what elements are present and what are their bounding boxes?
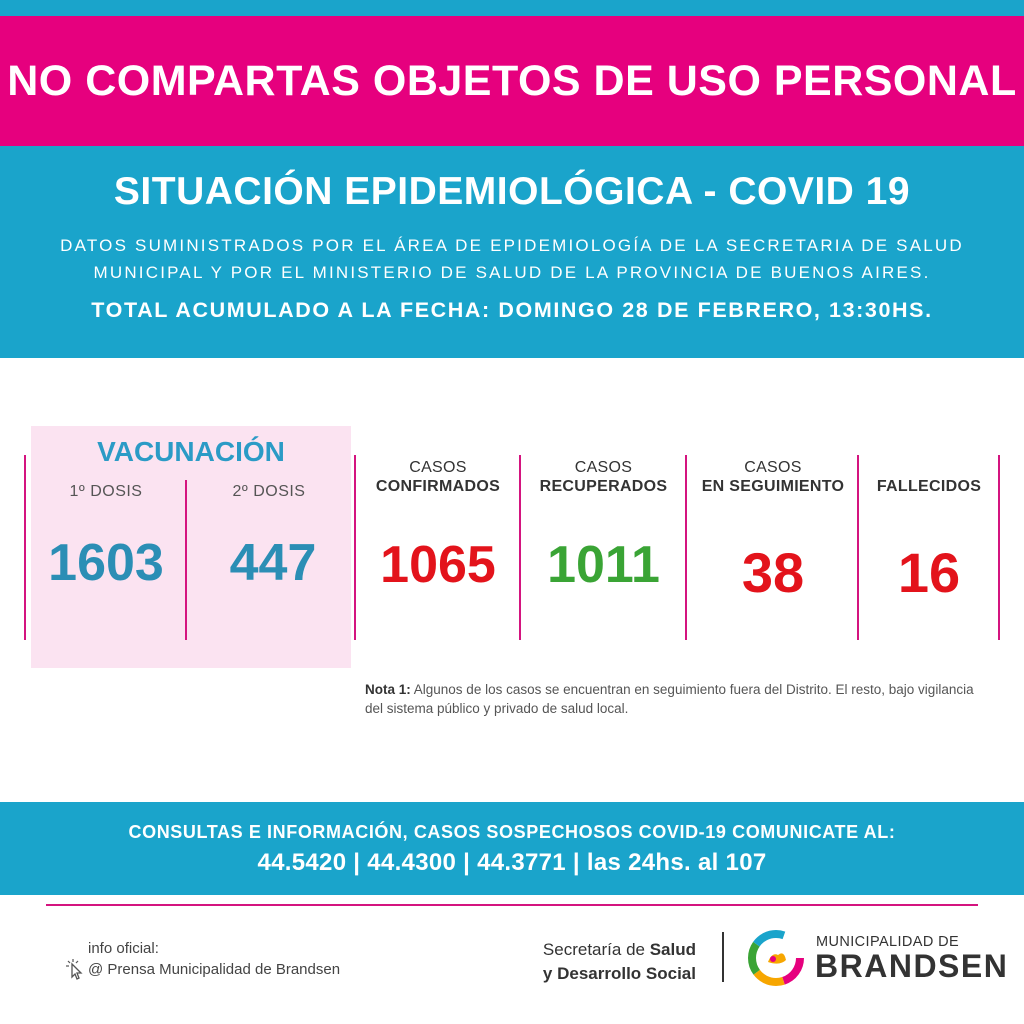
info-handle: @ Prensa Municipalidad de Brandsen [88,961,341,978]
secretaria-label: Secretaría de Salud y Desarrollo Social [522,938,696,986]
recovered-value: 1011 [547,536,660,594]
headline-banner: NO COMPARTAS OBJETOS DE USO PERSONAL [0,16,1024,146]
deaths-label-bottom: FALLECIDOS [876,478,982,495]
note-label: Nota 1: [365,682,411,697]
footer-vertical-divider [722,932,724,982]
date-line: TOTAL ACUMULADO A LA FECHA: DOMINGO 28 D… [91,298,933,322]
separator [519,455,521,640]
footer-divider-line [46,904,978,906]
pointer-cursor-icon [66,959,83,980]
monitoring-label-bottom: EN SEGUIMIENTO [701,478,845,495]
note: Nota 1: Algunos de los casos se encuentr… [365,680,995,718]
headline: NO COMPARTAS OBJETOS DE USO PERSONAL [7,56,1017,105]
separator [354,455,356,640]
deaths-label: FALLECIDOS [860,477,998,496]
source-text: DATOS SUMINISTRADOS POR EL ÁREA DE EPIDE… [60,236,964,282]
monitoring-label: CASOS EN SEGUIMIENTO [688,458,858,496]
contact-line: CONSULTAS E INFORMACIÓN, CASOS SOSPECHOS… [128,822,896,842]
dose1-label: 1º DOSIS [69,483,143,500]
note-text: Algunos de los casos se encuentran en se… [365,682,974,716]
secretaria-line1-a: Secretaría de [542,940,650,959]
confirmed-label-top: CASOS [409,459,467,476]
deaths-value: 16 [897,541,961,604]
separator [998,455,1000,640]
vaccination-panel [31,426,351,668]
monitoring-label-top: CASOS [744,459,802,476]
confirmed-label-bottom: CONFIRMADOS [375,478,501,495]
secretaria-line2: y Desarrollo Social [542,964,696,983]
municipality-label-big: BRANDSEN [815,948,1009,984]
monitoring-value: 38 [741,541,805,604]
vaccination-title: VACUNACIÓN [97,436,285,467]
dose2-label: 2º DOSIS [232,483,306,500]
municipality-label-small: MUNICIPALIDAD DE [816,934,960,950]
top-strip [0,0,1024,16]
phone-numbers: 44.5420 | 44.4300 | 44.3771 | las 24hs. … [257,849,767,876]
separator [685,455,687,640]
title-banner: SITUACIÓN EPIDEMIOLÓGICA - COVID 19 DATO… [0,146,1024,358]
secretaria-line1-b: Salud [649,940,696,959]
info-label: info oficial: [88,940,159,957]
dose2-value: 447 [229,534,317,592]
recovered-label-bottom: RECUPERADOS [539,478,668,495]
separator [185,480,187,640]
contact-banner: CONSULTAS E INFORMACIÓN, CASOS SOSPECHOS… [0,802,1024,895]
recovered-label-top: CASOS [574,459,633,476]
municipal-logo-icon [748,930,804,986]
page-title: SITUACIÓN EPIDEMIOLÓGICA - COVID 19 [113,170,911,213]
recovered-label: CASOS RECUPERADOS [522,458,685,496]
confirmed-label: CASOS CONFIRMADOS [358,458,518,496]
dose1-value: 1603 [48,534,164,592]
separator [24,455,26,640]
separator [857,455,859,640]
confirmed-value: 1065 [380,536,496,594]
